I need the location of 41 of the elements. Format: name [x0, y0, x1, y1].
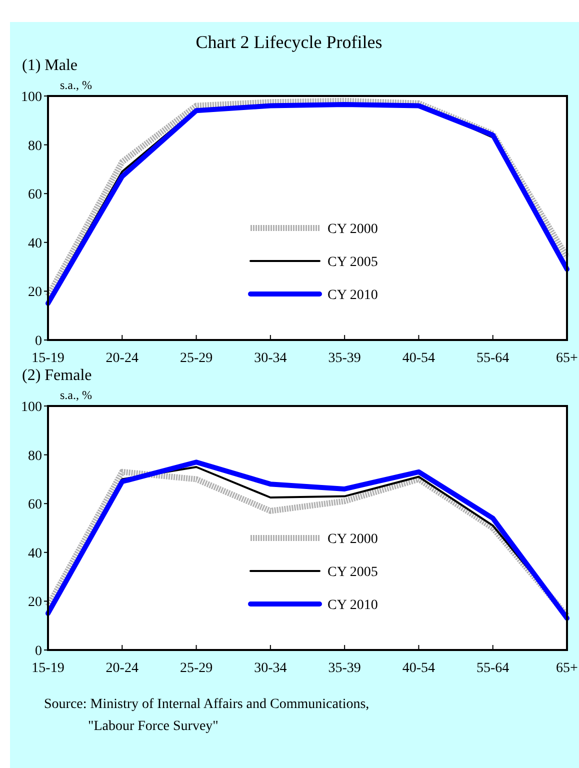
source-note: Source: Ministry of Internal Affairs and Communications,: [44, 697, 370, 712]
x-tick-label: 40-54: [402, 661, 436, 676]
chart-subtitle: (2) Female: [22, 367, 92, 384]
y-tick-label: 100: [21, 90, 42, 105]
y-tick-label: 60: [28, 498, 42, 513]
y-tick-label: 40: [28, 546, 42, 562]
x-tick-label: 25-29: [180, 661, 213, 676]
chart-subtitle: (1) Male: [22, 57, 78, 74]
y-tick-label: 0: [35, 644, 42, 659]
x-tick-label: 30-34: [254, 661, 287, 676]
x-tick-label: 20-24: [106, 661, 138, 676]
legend-label: CY 2000: [328, 532, 378, 547]
x-tick-label: 65+: [556, 661, 578, 676]
y-tick-label: 80: [28, 138, 42, 154]
legend-label: CY 2010: [328, 598, 378, 613]
text: "Labour Force Survey": [88, 719, 218, 734]
y-tick-label: 40: [28, 236, 42, 252]
legend-label: CY 2000: [328, 222, 378, 237]
x-tick-label: 55-64: [476, 661, 510, 676]
y-tick-label: 20: [28, 285, 42, 300]
chart-title: Chart 2 Lifecycle Profiles: [196, 32, 382, 52]
legend-label: CY 2010: [328, 288, 378, 303]
y-tick-label: 60: [28, 188, 42, 203]
x-tick-label: 20-24: [106, 351, 138, 366]
x-tick-label: 35-39: [328, 351, 361, 366]
x-tick-label: 25-29: [180, 351, 213, 366]
y-axis-title: s.a., %: [60, 78, 92, 92]
y-axis-title: s.a., %: [60, 388, 92, 402]
x-tick-label: 55-64: [476, 351, 510, 366]
x-tick-label: 15-19: [32, 351, 64, 366]
x-tick-label: 30-34: [254, 351, 287, 366]
legend-label: CY 2005: [328, 255, 378, 270]
y-tick-label: 0: [35, 334, 42, 349]
y-tick-label: 80: [28, 448, 42, 464]
x-tick-label: 15-19: [32, 661, 64, 676]
y-tick-label: 20: [28, 595, 42, 610]
x-tick-label: 65+: [556, 351, 578, 366]
x-tick-label: 40-54: [402, 351, 436, 366]
legend-label: CY 2005: [328, 565, 378, 580]
y-tick-label: 100: [21, 400, 42, 415]
x-tick-label: 35-39: [328, 661, 361, 676]
